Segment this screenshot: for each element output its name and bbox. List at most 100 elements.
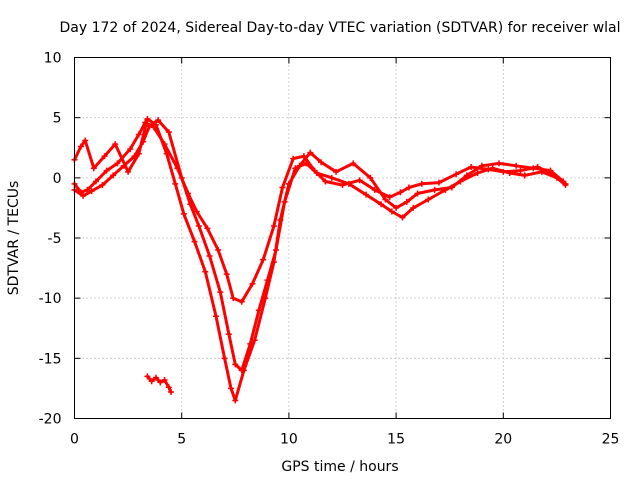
data-point: [277, 216, 284, 223]
data-point: [468, 164, 475, 171]
data-point: [144, 373, 151, 380]
data-point: [260, 256, 267, 263]
data-point: [92, 178, 99, 185]
data-point: [474, 170, 481, 177]
data-point: [363, 191, 370, 198]
data-point: [112, 141, 119, 148]
data-point: [279, 184, 286, 191]
data-point: [560, 178, 567, 185]
data-point: [496, 160, 503, 167]
data-point: [152, 121, 159, 128]
data-point: [80, 192, 87, 199]
data-point: [489, 165, 496, 172]
data-point: [517, 167, 524, 174]
data-point: [435, 179, 442, 186]
data-point: [110, 172, 117, 179]
data-point: [388, 208, 395, 215]
data-point: [307, 149, 314, 156]
data-point: [88, 188, 95, 195]
data-point: [232, 397, 239, 404]
data-point: [322, 178, 329, 185]
data-point: [270, 259, 277, 266]
data-point: [172, 180, 179, 187]
data-point: [399, 214, 406, 221]
data-point: [393, 204, 400, 211]
data-point: [155, 117, 162, 124]
data-point: [223, 271, 230, 278]
data-point: [513, 162, 520, 169]
data-point: [163, 150, 170, 157]
y-axis-ticks: -20 -15 -10 -5 0 5 10: [39, 51, 611, 428]
data-point: [101, 153, 108, 160]
y-tick-label: -20: [39, 412, 62, 428]
data-point: [195, 222, 202, 229]
data-series: [71, 115, 569, 404]
y-tick-label: 0: [53, 171, 62, 187]
data-point: [333, 168, 340, 175]
data-point: [230, 295, 237, 302]
data-point: [453, 171, 460, 178]
series-line: [73, 121, 567, 304]
data-point: [313, 170, 320, 177]
x-tick-label: 5: [177, 432, 186, 448]
data-point: [228, 385, 235, 392]
data-point: [262, 295, 269, 302]
data-point: [157, 379, 164, 386]
data-point: [328, 174, 335, 181]
data-point: [345, 180, 352, 187]
data-point: [213, 313, 220, 320]
x-tick-label: 25: [602, 432, 620, 448]
data-point: [367, 174, 374, 181]
data-point: [191, 238, 198, 245]
data-point: [506, 170, 513, 177]
y-tick-label: 5: [53, 111, 62, 127]
data-point: [225, 331, 232, 338]
data-point: [356, 177, 363, 184]
data-point: [547, 167, 554, 174]
data-point: [378, 201, 385, 208]
data-point: [152, 374, 159, 381]
data-point: [371, 186, 378, 193]
data-point: [165, 384, 172, 391]
data-point: [232, 361, 239, 368]
data-point: [161, 376, 168, 383]
data-point: [403, 198, 410, 205]
data-point: [530, 165, 537, 172]
data-point: [397, 189, 404, 196]
data-point: [148, 378, 155, 385]
data-point: [285, 180, 292, 187]
data-point: [204, 225, 211, 232]
data-point: [144, 115, 151, 122]
data-point: [382, 196, 389, 203]
x-tick-label: 10: [280, 432, 298, 448]
data-point: [431, 186, 438, 193]
data-point: [146, 123, 153, 130]
x-axis-label: GPS time / hours: [281, 459, 398, 475]
series-track-3: [71, 115, 567, 404]
data-point: [165, 129, 172, 136]
series-track-2: [71, 117, 569, 374]
chart-title: Day 172 of 2024, Sidereal Day-to-day VTE…: [59, 20, 620, 36]
x-axis-ticks: 0 5 10 15 20 25: [70, 57, 620, 448]
data-point: [180, 210, 187, 217]
data-point: [296, 162, 303, 169]
data-point: [187, 201, 194, 208]
data-point: [418, 180, 425, 187]
data-point: [249, 280, 256, 287]
data-point: [103, 167, 110, 174]
data-point: [221, 355, 228, 362]
data-point: [414, 190, 421, 197]
data-point: [318, 159, 325, 166]
data-point: [290, 155, 297, 162]
data-point: [238, 298, 245, 305]
x-tick-label: 20: [494, 432, 512, 448]
data-point: [251, 337, 258, 344]
data-point: [405, 184, 412, 191]
data-point: [202, 268, 209, 275]
y-axis-label: SDTVAR / TECUs: [6, 181, 22, 296]
data-point: [167, 389, 174, 396]
data-point: [82, 137, 89, 144]
series-track-1: [71, 119, 569, 305]
data-point: [240, 367, 247, 374]
